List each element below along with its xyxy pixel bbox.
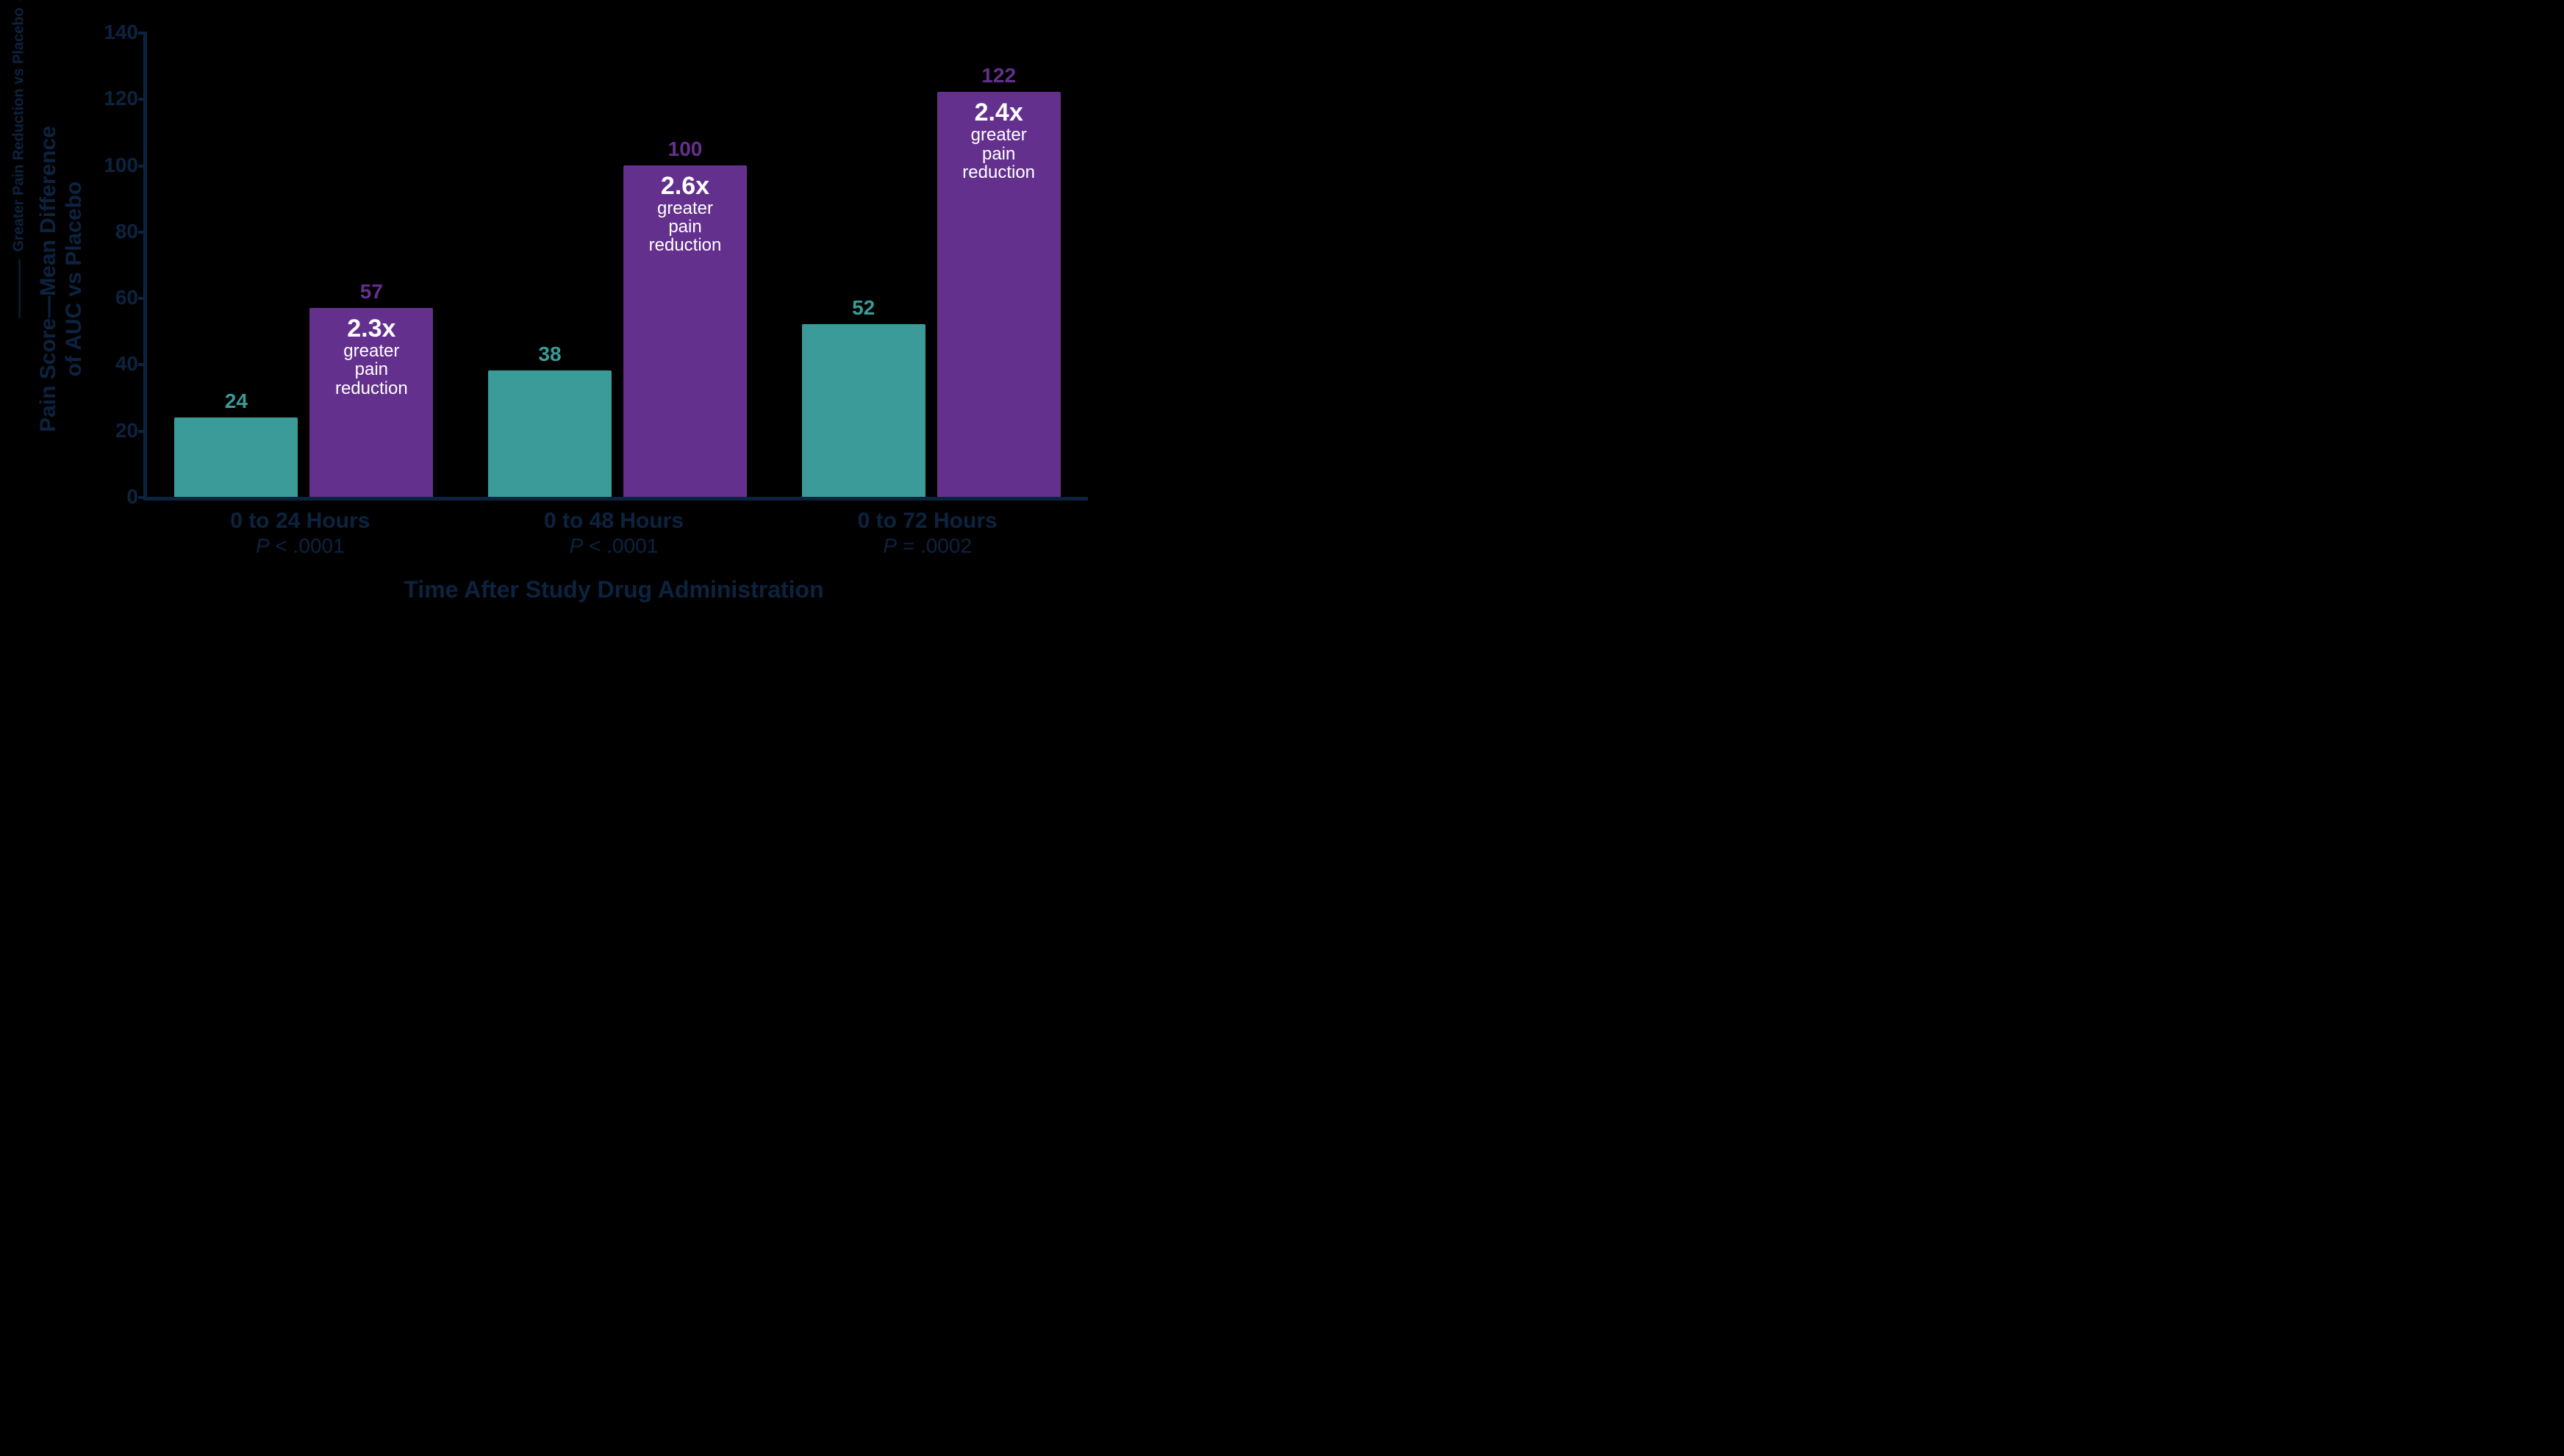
bar-value-label: 57 [309, 280, 433, 304]
y-tick-mark [138, 165, 147, 168]
x-axis-title: Time After Study Drug Administration [143, 576, 1084, 603]
bar-value-label: 100 [623, 137, 747, 161]
y-tick-label: 140 [85, 21, 138, 44]
bar-treatment: 1002.6xgreaterpainreduction [623, 165, 747, 497]
bar-callout: 2.6xgreaterpainreduction [623, 173, 747, 255]
y-tick-mark [138, 430, 147, 433]
y-axis-arrow-line [18, 259, 20, 318]
y-axis-secondary-label: Greater Pain Reduction vs Placebo [11, 0, 28, 318]
x-category-pvalue: P = .0002 [770, 534, 1084, 558]
x-category-pvalue: P < .0001 [457, 534, 771, 558]
y-tick-mark [138, 363, 147, 366]
bar-treatment: 1222.4xgreaterpainreduction [937, 92, 1061, 497]
callout-text-line: reduction [945, 163, 1053, 182]
bar-group: 381002.6xgreaterpainreduction [461, 32, 775, 497]
y-tick-label: 80 [85, 220, 138, 243]
x-category-text: 0 to 48 Hours [457, 509, 771, 534]
bar-value-label: 122 [937, 64, 1061, 87]
y-tick-label: 120 [85, 87, 138, 110]
bar-control: 52 [802, 324, 925, 497]
y-tick-label: 60 [85, 286, 138, 309]
callout-text-line: greater [945, 126, 1053, 144]
bar-callout: 2.4xgreaterpainreduction [937, 99, 1061, 182]
callout-text-line: reduction [631, 236, 740, 254]
bar-treatment: 572.3xgreaterpainreduction [309, 308, 433, 497]
bar-control: 24 [174, 417, 298, 497]
y-tick-label: 100 [85, 154, 138, 177]
y-tick-mark [138, 231, 147, 234]
y-axis-label: Pain Score—Mean Difference of AUC vs Pla… [36, 126, 87, 432]
bar-pair: 381002.6xgreaterpainreduction [461, 165, 775, 497]
callout-multiplier: 2.6x [631, 173, 740, 199]
bar-groups: 24572.3xgreaterpainreduction381002.6xgre… [147, 32, 1088, 497]
x-category-label: 0 to 72 HoursP = .0002 [770, 504, 1084, 558]
callout-text-line: pain [631, 218, 740, 236]
bar-group: 521222.4xgreaterpainreduction [774, 32, 1088, 497]
x-category-label: 0 to 24 HoursP < .0001 [143, 504, 457, 558]
bar-pair: 521222.4xgreaterpainreduction [774, 92, 1088, 497]
y-axis-secondary-text: Greater Pain Reduction vs Placebo [11, 7, 28, 251]
callout-text-line: pain [945, 145, 1053, 163]
bar-control: 38 [488, 370, 612, 497]
y-axis-label-line2: of AUC vs Placebo [61, 181, 85, 376]
plot-area: 24572.3xgreaterpainreduction381002.6xgre… [143, 32, 1088, 501]
y-axis-label-line1: Pain Score—Mean Difference [36, 126, 60, 432]
y-tick-mark [138, 98, 147, 101]
y-tick-mark [138, 32, 147, 35]
y-tick-label: 20 [85, 419, 138, 442]
y-axis-label-wrap: Pain Score—Mean Difference of AUC vs Pla… [28, 32, 94, 525]
callout-text-line: reduction [317, 379, 426, 398]
bar-value-label: 24 [174, 390, 298, 413]
chart-stage: Greater Pain Reduction vs Placebo Pain S… [0, 0, 1103, 626]
callout-text-line: pain [317, 360, 426, 379]
y-tick-mark [138, 496, 147, 499]
bar-pair: 24572.3xgreaterpainreduction [147, 308, 461, 497]
bar-value-label: 38 [488, 343, 612, 366]
x-axis-category-labels: 0 to 24 HoursP < .00010 to 48 HoursP < .… [143, 504, 1084, 558]
callout-multiplier: 2.4x [945, 99, 1053, 126]
x-category-text: 0 to 72 Hours [770, 509, 1084, 534]
callout-multiplier: 2.3x [317, 315, 426, 342]
callout-text-line: greater [317, 342, 426, 360]
callout-text-line: greater [631, 199, 740, 218]
x-category-text: 0 to 24 Hours [143, 509, 457, 534]
bar-callout: 2.3xgreaterpainreduction [309, 315, 433, 398]
y-tick-mark [138, 297, 147, 300]
bar-value-label: 52 [802, 296, 925, 320]
x-category-label: 0 to 48 HoursP < .0001 [457, 504, 771, 558]
y-tick-label: 0 [85, 485, 138, 509]
bar-group: 24572.3xgreaterpainreduction [147, 32, 461, 497]
y-tick-label: 40 [85, 352, 138, 376]
y-axis-secondary-label-wrap: Greater Pain Reduction vs Placebo [9, 32, 29, 525]
x-category-pvalue: P < .0001 [143, 534, 457, 558]
